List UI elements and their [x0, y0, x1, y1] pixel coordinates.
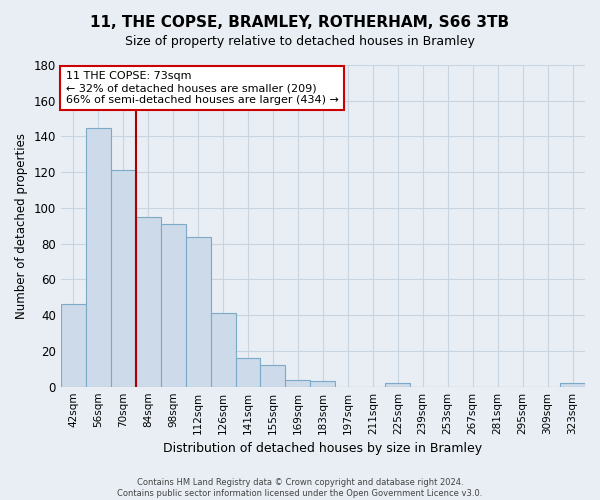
- Bar: [136, 217, 161, 386]
- Bar: [185, 236, 211, 386]
- Bar: [286, 380, 310, 386]
- Bar: [111, 170, 136, 386]
- Bar: [211, 314, 236, 386]
- Y-axis label: Number of detached properties: Number of detached properties: [15, 133, 28, 319]
- Text: 11 THE COPSE: 73sqm
← 32% of detached houses are smaller (209)
66% of semi-detac: 11 THE COPSE: 73sqm ← 32% of detached ho…: [66, 72, 339, 104]
- Bar: [86, 128, 111, 386]
- Bar: [310, 382, 335, 386]
- Bar: [260, 365, 286, 386]
- Text: 11, THE COPSE, BRAMLEY, ROTHERHAM, S66 3TB: 11, THE COPSE, BRAMLEY, ROTHERHAM, S66 3…: [91, 15, 509, 30]
- Bar: [236, 358, 260, 386]
- Bar: [61, 304, 86, 386]
- X-axis label: Distribution of detached houses by size in Bramley: Distribution of detached houses by size …: [163, 442, 482, 455]
- Bar: [560, 383, 585, 386]
- Text: Size of property relative to detached houses in Bramley: Size of property relative to detached ho…: [125, 35, 475, 48]
- Text: Contains HM Land Registry data © Crown copyright and database right 2024.
Contai: Contains HM Land Registry data © Crown c…: [118, 478, 482, 498]
- Bar: [385, 383, 410, 386]
- Bar: [161, 224, 185, 386]
